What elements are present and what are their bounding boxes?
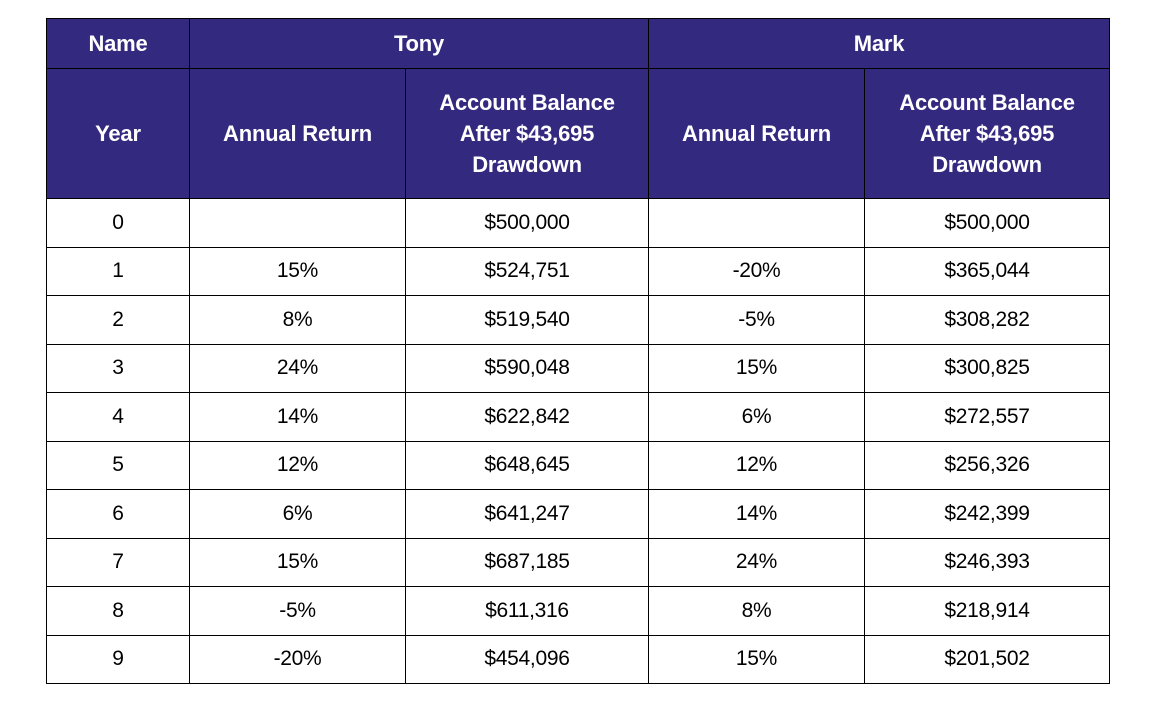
- balance-header-line: After $43,695: [459, 121, 595, 146]
- year-header: Year: [46, 68, 190, 199]
- balance-header-line: Drawdown: [932, 152, 1042, 177]
- table-row: 2 8% $519,540 -5% $308,282: [46, 295, 1110, 345]
- table-row: 4 14% $622,842 6% $272,557: [46, 392, 1110, 442]
- year-cell: 3: [46, 343, 190, 393]
- mark-return-cell: -20%: [648, 246, 865, 296]
- mark-balance-cell: $500,000: [864, 198, 1110, 248]
- balance-header-line: Drawdown: [472, 152, 582, 177]
- tony-balance-cell: $500,000: [405, 198, 649, 248]
- table-body: 0 $500,000 $500,000 1 15% $524,751 -20% …: [46, 198, 1110, 684]
- mark-return-cell: -5%: [648, 295, 865, 345]
- mark-balance-cell: $201,502: [864, 634, 1110, 684]
- returns-table-container: Name Tony Mark Year Annual Return Accoun…: [46, 18, 1110, 684]
- header-row-columns: Year Annual Return Account Balance After…: [46, 68, 1110, 199]
- balance-header-line: Account Balance: [899, 90, 1075, 115]
- tony-annual-return-header: Annual Return: [189, 68, 406, 199]
- year-cell: 7: [46, 537, 190, 587]
- year-cell: 2: [46, 295, 190, 345]
- tony-return-cell: -5%: [189, 586, 406, 636]
- mark-balance-cell: $256,326: [864, 440, 1110, 490]
- tony-return-cell: 15%: [189, 246, 406, 296]
- tony-balance-cell: $622,842: [405, 392, 649, 442]
- mark-balance-cell: $272,557: [864, 392, 1110, 442]
- mark-balance-cell: $242,399: [864, 489, 1110, 539]
- table-row: 0 $500,000 $500,000: [46, 198, 1110, 248]
- mark-return-cell: 6%: [648, 392, 865, 442]
- year-cell: 4: [46, 392, 190, 442]
- mark-return-cell: 14%: [648, 489, 865, 539]
- tony-return-cell: 24%: [189, 343, 406, 393]
- tony-return-cell: 6%: [189, 489, 406, 539]
- name-header: Name: [46, 18, 190, 69]
- tony-balance-cell: $641,247: [405, 489, 649, 539]
- tony-return-cell: 8%: [189, 295, 406, 345]
- tony-balance-cell: $687,185: [405, 537, 649, 587]
- person-header-tony: Tony: [189, 18, 649, 69]
- mark-balance-header: Account Balance After $43,695 Drawdown: [864, 68, 1110, 199]
- mark-balance-cell: $246,393: [864, 537, 1110, 587]
- mark-return-cell: 15%: [648, 634, 865, 684]
- mark-balance-cell: $308,282: [864, 295, 1110, 345]
- table-header: Name Tony Mark Year Annual Return Accoun…: [46, 18, 1110, 199]
- mark-return-cell: 8%: [648, 586, 865, 636]
- year-cell: 0: [46, 198, 190, 248]
- mark-return-cell: [648, 198, 865, 248]
- tony-balance-cell: $524,751: [405, 246, 649, 296]
- tony-return-cell: 14%: [189, 392, 406, 442]
- tony-return-cell: 12%: [189, 440, 406, 490]
- mark-annual-return-header: Annual Return: [648, 68, 865, 199]
- mark-balance-cell: $365,044: [864, 246, 1110, 296]
- table-row: 5 12% $648,645 12% $256,326: [46, 440, 1110, 490]
- year-cell: 6: [46, 489, 190, 539]
- year-cell: 9: [46, 634, 190, 684]
- table-row: 3 24% $590,048 15% $300,825: [46, 343, 1110, 393]
- tony-return-cell: -20%: [189, 634, 406, 684]
- year-cell: 1: [46, 246, 190, 296]
- mark-return-cell: 24%: [648, 537, 865, 587]
- balance-header-line: After $43,695: [919, 121, 1055, 146]
- table-row: 9 -20% $454,096 15% $201,502: [46, 634, 1110, 684]
- year-cell: 8: [46, 586, 190, 636]
- header-row-names: Name Tony Mark: [46, 18, 1110, 69]
- mark-return-cell: 12%: [648, 440, 865, 490]
- year-cell: 5: [46, 440, 190, 490]
- balance-header-line: Account Balance: [439, 90, 615, 115]
- mark-balance-cell: $300,825: [864, 343, 1110, 393]
- tony-balance-cell: $454,096: [405, 634, 649, 684]
- table-row: 6 6% $641,247 14% $242,399: [46, 489, 1110, 539]
- tony-balance-cell: $519,540: [405, 295, 649, 345]
- tony-balance-cell: $611,316: [405, 586, 649, 636]
- returns-table: Name Tony Mark Year Annual Return Accoun…: [46, 18, 1110, 684]
- mark-return-cell: 15%: [648, 343, 865, 393]
- tony-return-cell: 15%: [189, 537, 406, 587]
- table-row: 8 -5% $611,316 8% $218,914: [46, 586, 1110, 636]
- table-row: 7 15% $687,185 24% $246,393: [46, 537, 1110, 587]
- mark-balance-cell: $218,914: [864, 586, 1110, 636]
- table-row: 1 15% $524,751 -20% $365,044: [46, 246, 1110, 296]
- person-header-mark: Mark: [648, 18, 1110, 69]
- tony-balance-header: Account Balance After $43,695 Drawdown: [405, 68, 649, 199]
- tony-balance-cell: $648,645: [405, 440, 649, 490]
- tony-return-cell: [189, 198, 406, 248]
- tony-balance-cell: $590,048: [405, 343, 649, 393]
